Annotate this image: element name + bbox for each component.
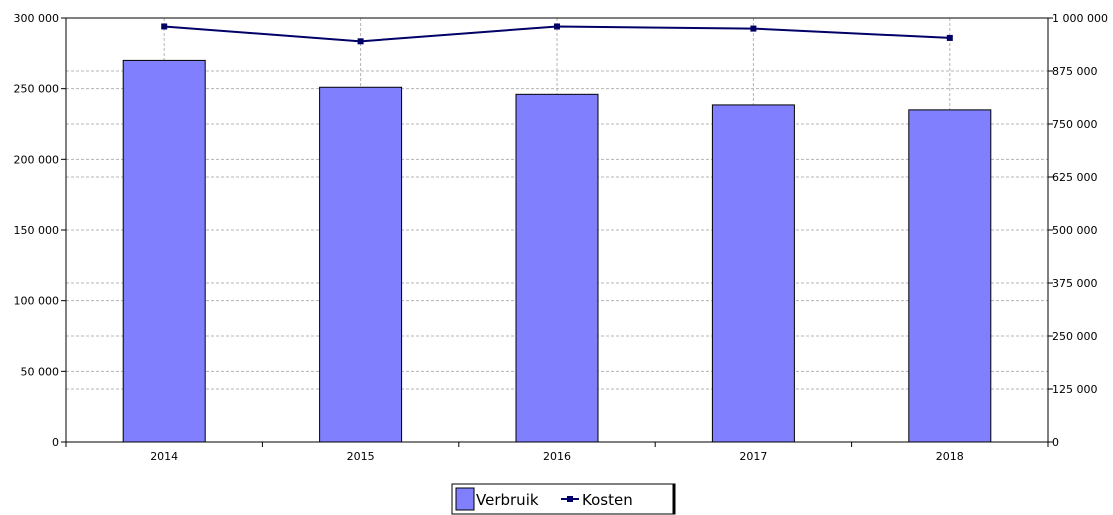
x-tick-label-2017: 2017 (739, 450, 767, 463)
bar-verbruik-2015 (319, 86, 403, 443)
right-tick-label: 375 000 (1052, 277, 1098, 290)
legend-label-verbruik: Verbruik (476, 491, 539, 509)
x-tick-label-2016: 2016 (543, 450, 571, 463)
x-tick-label-2015: 2015 (347, 450, 375, 463)
axes: 0 50 000 100 000 150 000 200 000 250 000 300 0… (14, 12, 1108, 463)
left-tick-label: 0 (52, 436, 59, 449)
right-tick-label: 875 000 (1052, 65, 1098, 78)
left-tick-label: 200 000 (14, 153, 60, 166)
legend-label-kosten: Kosten (582, 491, 633, 509)
left-tick-label: 250 000 (14, 83, 60, 96)
legend-marker-kosten (567, 496, 573, 502)
kosten-point-2014 (161, 23, 168, 30)
kosten-point-2015 (357, 38, 364, 45)
kosten-point-2018 (946, 34, 953, 41)
right-tick-label: 750 000 (1052, 118, 1098, 131)
left-tick-label: 100 000 (14, 295, 60, 308)
bar-verbruik-2014 (122, 59, 206, 443)
kosten-point-2016 (554, 23, 560, 30)
bar-verbruik-2018 (908, 109, 992, 443)
right-tick-label: 0 (1052, 436, 1059, 449)
legend-swatch-verbruik (455, 487, 475, 511)
left-tick-label: 150 000 (14, 224, 60, 237)
right-tick-label: 250 000 (1052, 330, 1098, 343)
x-tick-label-2018: 2018 (936, 450, 964, 463)
left-tick-label: 50 000 (21, 365, 60, 378)
bar-verbruik-2017 (711, 104, 795, 443)
right-tick-label: 125 000 (1052, 383, 1098, 396)
verbruik-bars (122, 59, 992, 443)
right-tick-label: 1 000 000 (1052, 12, 1108, 25)
x-tick-label-2014: 2014 (150, 450, 178, 463)
kosten-point-2017 (750, 25, 757, 32)
bar-verbruik-2016 (515, 93, 599, 443)
right-tick-label: 625 000 (1052, 171, 1098, 184)
right-tick-label: 500 000 (1052, 224, 1098, 237)
kosten-line (161, 23, 953, 45)
legend: Verbruik Kosten (451, 483, 676, 515)
left-tick-label: 300 000 (14, 12, 60, 25)
